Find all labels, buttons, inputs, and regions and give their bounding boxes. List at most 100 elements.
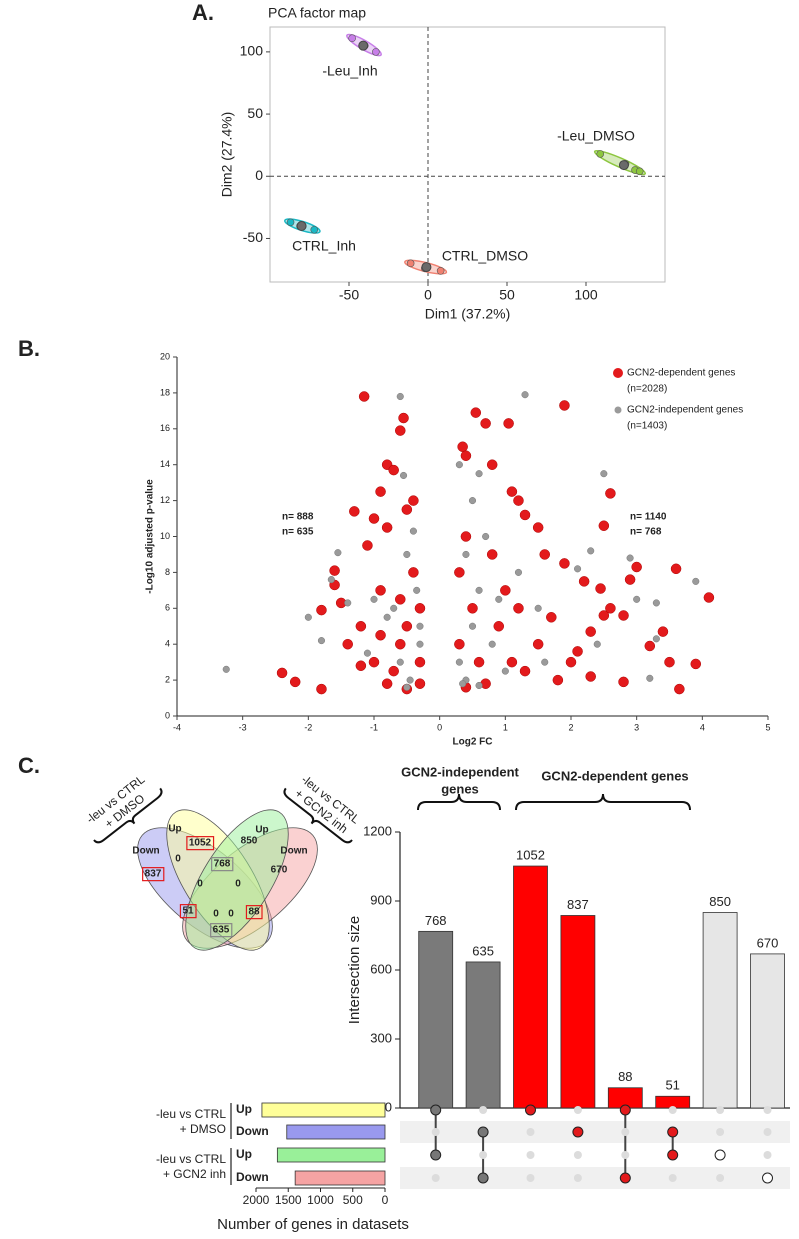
independent-gene-point	[488, 640, 496, 648]
independent-gene-point	[370, 595, 378, 603]
independent-gene-point	[304, 613, 312, 621]
dependent-gene-point	[480, 418, 491, 429]
independent-gene-point	[344, 599, 352, 607]
dependent-gene-point	[703, 592, 715, 603]
group-label: -Leu_Inh	[322, 63, 377, 79]
dependent-gene-point	[572, 646, 583, 657]
independent-gene-point	[462, 550, 470, 559]
dependent-gene-point	[355, 621, 367, 632]
venn-set-label: Up	[168, 824, 181, 835]
venn-set-label: Down	[280, 846, 307, 857]
independent-gene-point	[459, 680, 467, 688]
dependent-gene-point	[316, 604, 327, 616]
independent-gene-point	[593, 640, 601, 648]
sample-point	[406, 259, 415, 268]
legend-label: GCN2-independent genes	[627, 405, 743, 416]
dependent-gene-point	[460, 531, 472, 542]
independent-gene-point	[363, 649, 371, 657]
intersection-bar	[750, 953, 785, 1109]
set-size-bar	[294, 1170, 386, 1186]
independent-gene-point	[475, 586, 483, 594]
independent-gene-point	[406, 676, 414, 684]
independent-gene-point	[455, 461, 463, 469]
sample-point	[286, 218, 295, 227]
independent-gene-point	[495, 595, 503, 603]
x-tick-label: -2	[304, 722, 312, 732]
group-label: CTRL_DMSO	[442, 248, 528, 264]
x-tick-label: 3	[634, 722, 639, 732]
dependent-gene-point	[388, 464, 399, 476]
bar-value-label: 51	[665, 1078, 679, 1093]
dependent-gene-point	[585, 671, 596, 682]
dependent-gene-point	[605, 488, 616, 499]
x-tick-label: 2	[568, 722, 573, 732]
matrix-dot-empty	[763, 1106, 772, 1114]
matrix-dot-empty	[431, 1174, 440, 1182]
intersection-bar	[513, 865, 548, 1109]
x-axis-label: Log2 FC	[453, 737, 493, 748]
dependent-gene-point	[598, 520, 610, 531]
dependent-gene-point	[414, 678, 426, 689]
independent-gene-point	[482, 532, 490, 541]
dependent-gene-point	[408, 567, 419, 578]
group-annotation: GCN2-independent	[401, 764, 519, 779]
venn-region-count: 768	[214, 859, 231, 870]
matrix-dot	[667, 1126, 679, 1138]
x-tick-label: 0	[382, 1193, 389, 1207]
bar-value-label: 635	[472, 943, 494, 958]
intersection-bar	[465, 961, 501, 1109]
dependent-gene-point	[503, 418, 514, 429]
matrix-dot-empty	[716, 1128, 725, 1136]
independent-gene-point	[501, 667, 509, 675]
venn-highlight-box	[210, 923, 233, 938]
matrix-dot-empty	[763, 1128, 772, 1136]
legend-count: (n=2028)	[627, 384, 667, 395]
independent-gene-point	[416, 622, 424, 630]
dependent-gene-point	[454, 567, 465, 578]
y-tick-label: 900	[370, 892, 392, 907]
dependent-gene-point	[618, 676, 629, 688]
group-brace	[515, 793, 691, 811]
dependent-gene-point	[342, 638, 353, 650]
matrix-dot	[619, 1104, 631, 1116]
dependent-gene-point	[329, 565, 340, 576]
independent-gene-point	[222, 665, 230, 673]
group-centroid	[358, 40, 369, 51]
dependent-gene-point	[401, 504, 413, 515]
independent-gene-point	[468, 497, 477, 505]
y-tick-label: 20	[160, 351, 170, 361]
dependent-gene-point	[473, 656, 485, 668]
x-tick-label: -1	[370, 722, 378, 732]
venn-region-count: 0	[197, 879, 203, 890]
y-tick-label: 100	[240, 43, 264, 59]
dependent-gene-point	[349, 506, 360, 517]
sample-point	[372, 48, 380, 56]
dependent-gene-point	[355, 660, 367, 671]
dependent-gene-point	[388, 665, 399, 677]
dependent-gene-point	[486, 549, 498, 560]
bar-value-label: 768	[425, 913, 447, 928]
venn-highlight-box	[179, 904, 197, 919]
x-tick-label: -3	[239, 722, 247, 732]
y-tick-label: 10	[160, 531, 170, 541]
dependent-gene-point	[457, 441, 468, 452]
dependent-gene-point	[375, 486, 386, 497]
dependent-gene-point	[395, 594, 406, 605]
venn-highlight-box	[142, 867, 165, 882]
independent-gene-point	[416, 640, 424, 648]
matrix-dot-empty	[621, 1151, 630, 1159]
group-annotation: GCN2-dependent genes	[541, 768, 688, 783]
dependent-gene-point	[358, 391, 370, 402]
legend-swatch	[613, 368, 623, 378]
independent-gene-point	[317, 637, 326, 645]
panel-letter: B.	[18, 336, 40, 361]
y-tick-label: 2	[165, 674, 170, 684]
dependent-gene-point	[690, 658, 702, 670]
dependent-gene-point	[381, 522, 393, 533]
x-tick-label: -50	[339, 287, 359, 303]
x-tick-label: 50	[499, 287, 515, 303]
matrix-dot-empty	[668, 1174, 677, 1182]
venn-region-count: 0	[213, 909, 219, 920]
independent-gene-point	[587, 547, 595, 555]
count-annotation: n= 635	[282, 527, 314, 538]
